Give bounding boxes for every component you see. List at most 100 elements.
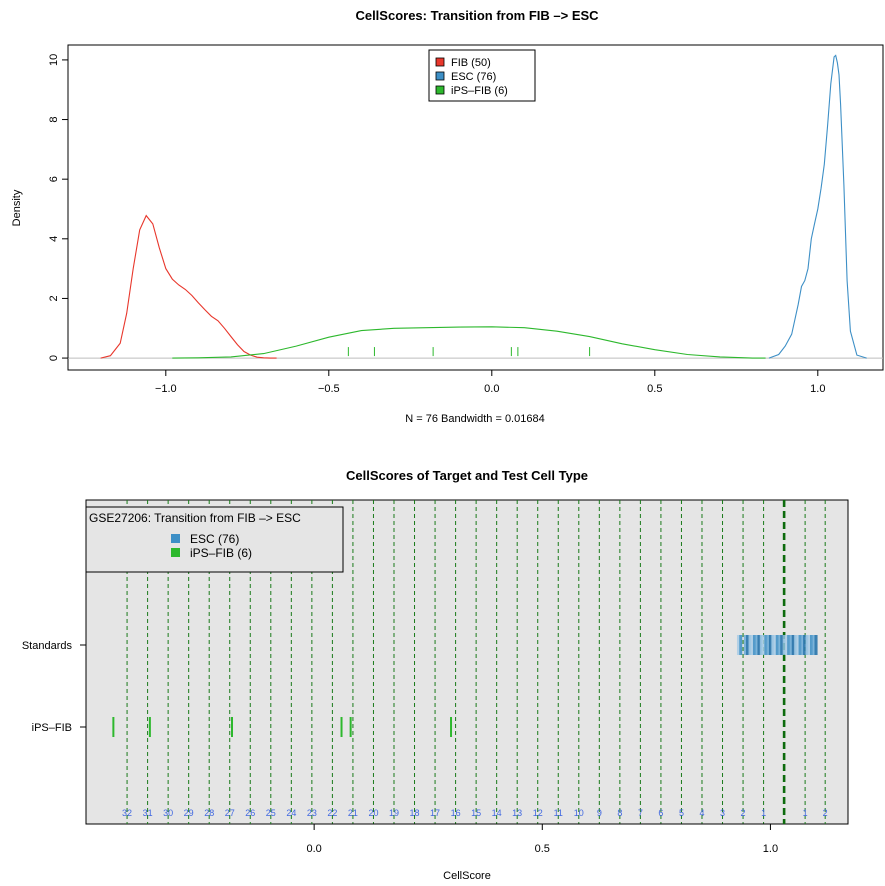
strip-reference-lines: [126, 500, 826, 824]
strip-esc-mark-30: [807, 635, 811, 655]
strip-esc-mark-29: [805, 635, 809, 655]
strip-legend-label-0: ESC (76): [190, 532, 239, 546]
strip-x-tick-label-1: 0.5: [535, 843, 550, 855]
strip-ref-number-29: 3: [720, 808, 725, 818]
density-x-axis: −1.0 −0.5 0.0 0.5 1.0: [155, 369, 825, 395]
strip-ref-number-21: 11: [554, 808, 563, 818]
strip-ref-number-9: 23: [307, 808, 317, 818]
strip-ref-number-24: 8: [617, 808, 622, 818]
strip-ref-number-17: 15: [471, 808, 481, 818]
strip-ref-number-11: 21: [348, 808, 358, 818]
strip-ref-number-26: 6: [658, 808, 663, 818]
density-curve-0: [100, 214, 277, 359]
density-x-tick-label-1: −0.5: [318, 383, 340, 395]
strip-esc-mark-6: [752, 635, 756, 655]
strip-ref-number-5: 27: [225, 808, 235, 818]
strip-esc-mark-3: [746, 635, 750, 655]
strip-ref-number-19: 13: [512, 808, 522, 818]
density-legend-box: [428, 49, 536, 102]
strip-legend-title: GSE27206: Transition from FIB –> ESC: [89, 511, 301, 525]
density-y-tick-label-1: 2: [48, 295, 60, 301]
strip-ref-number-6: 26: [245, 808, 255, 818]
strip-esc-mark-17: [778, 635, 782, 655]
density-y-axis-title: Density: [11, 189, 23, 226]
density-y-axis: 0 2 4 6 8 10: [48, 54, 69, 361]
strip-x-tick-label-2: 1.0: [763, 843, 778, 855]
strip-esc-mark-13: [768, 635, 772, 655]
density-legend-label-1: ESC (76): [451, 71, 496, 83]
strip-ref-number-12: 20: [368, 808, 378, 818]
strip-ref-number-16: 16: [451, 808, 461, 818]
density-curve-1: [768, 54, 867, 359]
strip-esc-mark-25: [796, 635, 800, 655]
strip-legend: GSE27206: Transition from FIB –> ESC ESC…: [85, 506, 344, 573]
strip-x-tick-label-0: 0.0: [306, 843, 321, 855]
density-x-tick-label-3: 0.5: [647, 383, 662, 395]
strip-ref-number-22: 10: [574, 808, 584, 818]
strip-x-axis: 0.0 0.5 1.0: [306, 823, 778, 855]
strip-legend-swatch-1: [171, 548, 180, 557]
density-y-tick-label-3: 6: [48, 176, 60, 182]
strip-x-axis-title: CellScore: [443, 870, 491, 882]
strip-ref-number-13: 19: [389, 808, 399, 818]
strip-ref-number-15: 17: [430, 808, 440, 818]
strip-ref-number-2: 30: [163, 808, 173, 818]
strip-y-category-label-0: Standards: [22, 640, 73, 652]
strip-esc-mark-1: [739, 635, 743, 655]
density-legend-swatch-1: [435, 71, 445, 81]
strip-esc-mark-32: [812, 635, 816, 655]
density-legend-swatch-2: [435, 85, 445, 95]
strip-ref-number-28: 4: [699, 808, 704, 818]
strip-esc-mark-22: [789, 635, 793, 655]
strip-ref-number-23: 9: [597, 808, 602, 818]
strip-ref-number-25: 7: [638, 808, 643, 818]
strip-ref-number-7: 25: [266, 808, 276, 818]
strip-esc-mark-10: [762, 635, 766, 655]
strip-legend-label-1: iPS–FIB (6): [190, 546, 252, 560]
strip-esc-mark-8: [757, 635, 761, 655]
strip-ref-number-10: 22: [327, 808, 337, 818]
strip-ref-number-1: 31: [143, 808, 153, 818]
strip-points: [112, 635, 818, 737]
strip-y-category-label-1: iPS–FIB: [32, 722, 72, 734]
strip-panel: CellScores of Target and Test Cell Type …: [22, 468, 849, 882]
density-curves: [100, 54, 867, 359]
strip-esc-mark-27: [800, 635, 804, 655]
density-panel: CellScores: Transition from FIB –> ESC −…: [11, 8, 884, 425]
strip-ref-number-14: 18: [410, 808, 420, 818]
strip-esc-mark-20: [784, 635, 788, 655]
strip-esc-mark-19: [782, 635, 786, 655]
density-x-tick-label-2: 0.0: [484, 383, 499, 395]
strip-ref-number-8: 24: [286, 808, 296, 818]
density-x-tick-label-4: 1.0: [810, 383, 825, 395]
density-y-tick-label-0: 0: [48, 355, 60, 361]
density-curve-2: [172, 326, 766, 359]
strip-ref-number-3: 29: [184, 808, 194, 818]
strip-esc-mark-14: [771, 635, 775, 655]
strip-esc-mark-2: [743, 635, 747, 655]
strip-esc-mark-24: [794, 635, 798, 655]
strip-ref-number-30: 2: [741, 808, 746, 818]
density-legend: FIB (50) ESC (76) iPS–FIB (6): [428, 49, 536, 102]
strip-esc-mark-31: [809, 635, 813, 655]
strip-ref-number-31: 1: [761, 808, 766, 818]
strip-esc-mark-33: [814, 635, 818, 655]
density-legend-swatch-0: [435, 57, 445, 67]
strip-esc-mark-21: [787, 635, 791, 655]
strip-esc-mark-16: [775, 635, 779, 655]
strip-reference-numbers: 32 31 30 29 28 27 26 25 24 23 22 21 20 19 18 17 16 15 14 13…: [122, 808, 828, 818]
strip-legend-box: [85, 506, 344, 573]
strip-esc-mark-28: [803, 635, 807, 655]
strip-legend-swatch-0: [171, 534, 180, 543]
strip-title: CellScores of Target and Test Cell Type: [346, 468, 588, 483]
density-y-tick-label-4: 8: [48, 116, 60, 122]
strip-ref-number-4: 28: [204, 808, 214, 818]
density-title: CellScores: Transition from FIB –> ESC: [355, 8, 599, 23]
strip-esc-mark-5: [750, 635, 754, 655]
strip-ref-number-20: 12: [533, 808, 543, 818]
density-x-axis-title: N = 76 Bandwidth = 0.01684: [405, 413, 544, 425]
density-y-tick-label-2: 4: [48, 236, 60, 242]
strip-esc-mark-26: [798, 635, 802, 655]
density-x-tick-label-0: −1.0: [155, 383, 177, 395]
strip-ref-number-27: 5: [679, 808, 684, 818]
